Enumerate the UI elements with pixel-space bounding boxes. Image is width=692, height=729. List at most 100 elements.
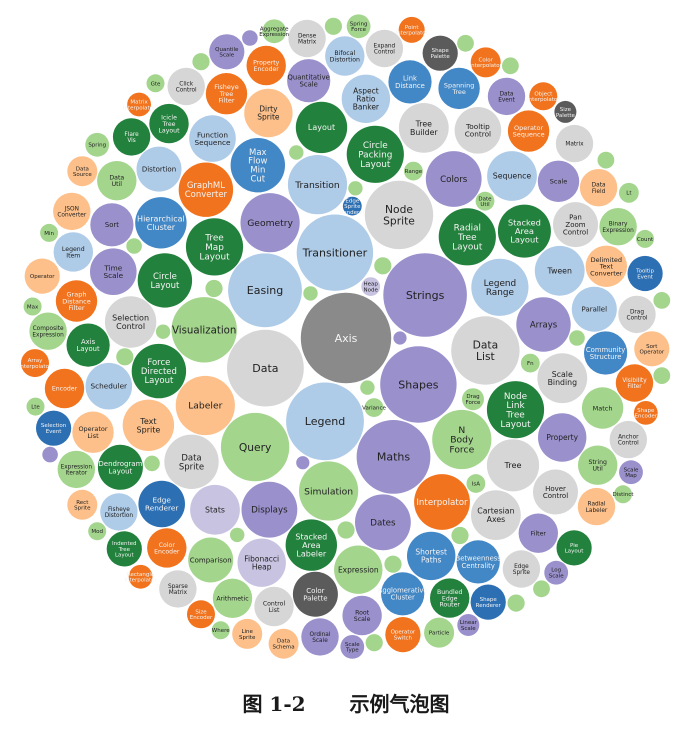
bubble-group[interactable]: Scale Binding	[537, 353, 588, 404]
bubble[interactable]	[520, 353, 540, 373]
bubble-group[interactable]: Colors	[425, 151, 482, 207]
bubble[interactable]	[364, 398, 384, 417]
bubble[interactable]	[533, 580, 550, 598]
bubble[interactable]	[104, 296, 157, 348]
bubble-group[interactable]: Shape Palette	[422, 35, 458, 71]
bubble[interactable]	[220, 412, 290, 482]
bubble[interactable]	[507, 110, 550, 152]
bubble[interactable]	[122, 399, 175, 451]
bubble-group[interactable]: Size Palette	[554, 100, 577, 123]
bubble-group[interactable]: Hover Control	[533, 469, 578, 515]
bubble-group[interactable]	[296, 456, 310, 470]
bubble-group[interactable]: Scale Type	[340, 635, 365, 659]
bubble-group[interactable]: Parallel	[571, 286, 617, 332]
bubble[interactable]	[360, 380, 375, 395]
bubble[interactable]	[100, 493, 138, 531]
bubble[interactable]	[287, 155, 348, 215]
bubble[interactable]	[90, 203, 134, 247]
bubble-group[interactable]: Drag Force	[462, 388, 484, 411]
bubble[interactable]	[398, 16, 425, 43]
bubble[interactable]	[355, 494, 411, 551]
bubble[interactable]	[466, 474, 486, 493]
bubble-group[interactable]: Data List	[451, 316, 520, 385]
bubble-group[interactable]: Linear Scale	[457, 614, 480, 636]
bubble-group[interactable]: Line Sprite	[232, 618, 263, 649]
bubble-group[interactable]	[393, 331, 407, 345]
bubble-group[interactable]: Fisheye Distortion	[100, 493, 138, 531]
bubble[interactable]	[128, 564, 153, 589]
bubble[interactable]	[23, 297, 42, 316]
bubble[interactable]	[21, 349, 49, 378]
bubble-group[interactable]: Geometry	[240, 193, 300, 253]
bubble[interactable]	[471, 490, 521, 540]
bubble[interactable]	[486, 439, 540, 492]
bubble[interactable]	[164, 434, 219, 489]
bubble-group[interactable]	[457, 34, 474, 52]
bubble[interactable]	[187, 600, 215, 629]
bubble-group[interactable]: Operator List	[72, 411, 114, 453]
bubble[interactable]	[227, 329, 304, 407]
bubble-group[interactable]: Easing	[228, 253, 302, 328]
bubble-group[interactable]: Scale	[537, 160, 580, 202]
bubble-group[interactable]: JSON Converter	[53, 192, 91, 231]
bubble-group[interactable]: Binary Expression	[599, 208, 637, 246]
bubble[interactable]	[135, 197, 187, 249]
bubble[interactable]	[90, 248, 137, 295]
bubble-group[interactable]: Data Event	[487, 77, 526, 116]
bubble-group[interactable]: Distortion	[136, 146, 182, 192]
bubble[interactable]	[577, 487, 616, 526]
bubble-group[interactable]: Expand Control	[365, 29, 404, 68]
bubble-group[interactable]: Flare Vis	[112, 118, 151, 156]
bubble-group[interactable]: Hierarchical Cluster	[135, 197, 187, 249]
bubble[interactable]	[451, 316, 520, 385]
bubble-group[interactable]: Stacked Area Labeler	[285, 519, 337, 571]
bubble[interactable]	[518, 513, 558, 553]
bubble[interactable]	[471, 258, 529, 316]
bubble[interactable]	[268, 628, 299, 659]
bubble[interactable]	[438, 208, 496, 266]
bubble[interactable]	[454, 107, 502, 154]
bubble-group[interactable]	[116, 348, 134, 366]
bubble-group[interactable]: Maths	[356, 420, 431, 494]
bubble-group[interactable]	[242, 30, 258, 46]
bubble-group[interactable]: Graph Distance Filter	[55, 280, 98, 322]
bubble[interactable]	[398, 103, 449, 153]
bubble[interactable]	[242, 30, 258, 46]
bubble[interactable]	[633, 401, 658, 425]
bubble-group[interactable]: Radial Tree Layout	[438, 208, 496, 266]
bubble[interactable]	[380, 346, 457, 423]
bubble-group[interactable]: Operator Sequence	[507, 110, 550, 152]
bubble[interactable]	[205, 279, 223, 298]
bubble-group[interactable]: Tooltip Event	[627, 255, 663, 292]
bubble-group[interactable]: Expression	[334, 545, 383, 594]
bubble[interactable]	[615, 364, 654, 402]
bubble[interactable]	[470, 584, 506, 620]
bubble-group[interactable]	[451, 526, 469, 545]
bubble-group[interactable]: Dense Matrix	[288, 19, 326, 58]
bubble-group[interactable]: Lt	[619, 182, 639, 203]
bubble-group[interactable]	[502, 57, 519, 75]
bubble-group[interactable]: Legend Item	[53, 232, 93, 272]
bubble[interactable]	[456, 540, 500, 584]
bubble-group[interactable]	[230, 527, 245, 543]
bubble[interactable]	[88, 522, 107, 541]
bubble[interactable]	[653, 367, 671, 384]
bubble-group[interactable]	[360, 380, 375, 395]
bubble[interactable]	[209, 34, 245, 70]
bubble[interactable]	[167, 67, 205, 106]
bubble-group[interactable]: Fn	[520, 353, 540, 373]
bubble[interactable]	[334, 545, 383, 594]
bubble[interactable]	[106, 531, 142, 567]
bubble-group[interactable]: Control List	[254, 586, 294, 627]
bubble-group[interactable]: Link Distance	[388, 60, 432, 104]
bubble-group[interactable]: Legend	[286, 382, 364, 461]
bubble-group[interactable]: Gte	[146, 74, 165, 93]
bubble[interactable]	[618, 295, 656, 334]
bubble[interactable]	[296, 456, 310, 470]
bubble-group[interactable]: Lte	[26, 397, 45, 416]
bubble-group[interactable]: Layout	[295, 101, 348, 154]
bubble-group[interactable]: Force Directed Layout	[131, 343, 187, 399]
bubble[interactable]	[653, 292, 671, 309]
bubble[interactable]	[516, 297, 571, 352]
bubble-group[interactable]: Date Util	[475, 191, 495, 211]
